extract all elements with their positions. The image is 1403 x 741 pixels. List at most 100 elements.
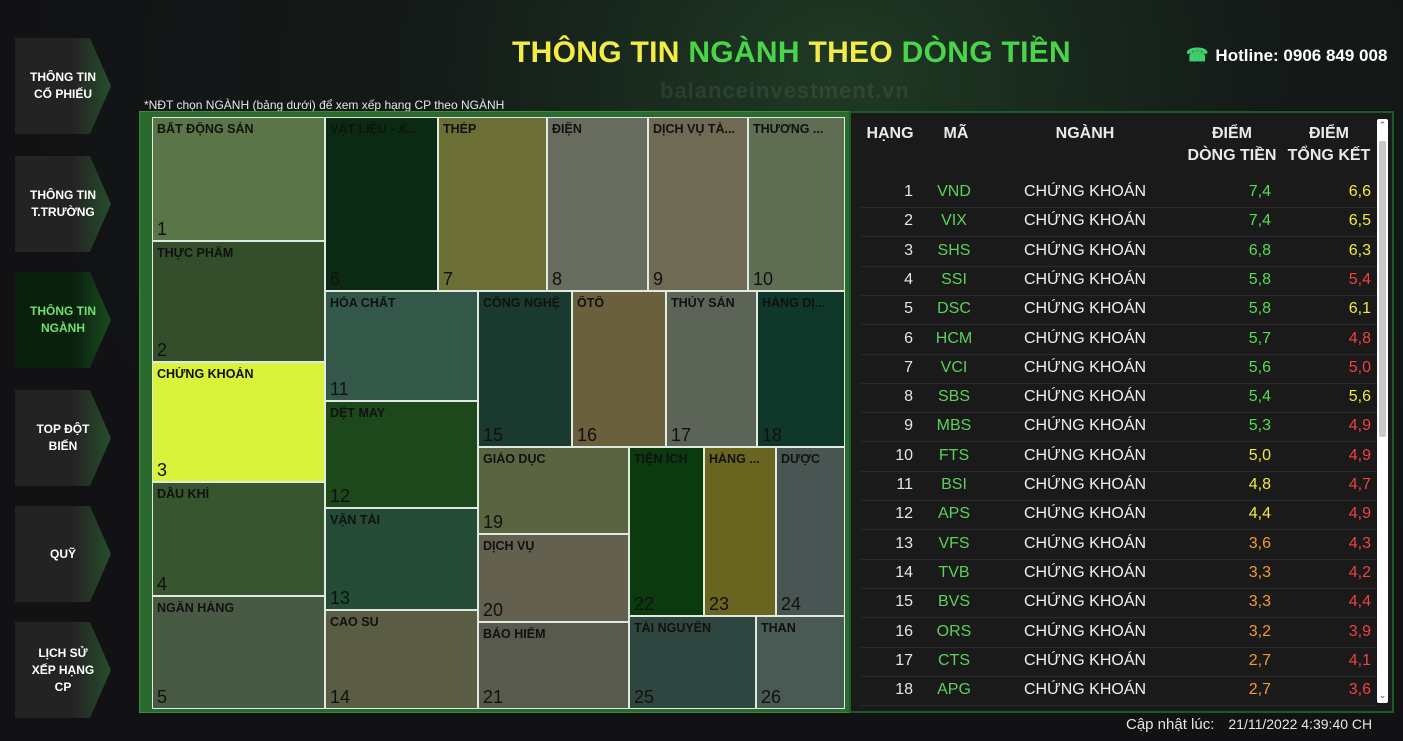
sector-tile[interactable]: DỆT MAY 12	[325, 401, 478, 508]
sector-tile[interactable]: NGÂN HÀNG 5	[152, 596, 325, 709]
hotline[interactable]: ☎ Hotline: 0906 849 008	[1186, 45, 1387, 66]
table-row[interactable]: 7 VCI CHỨNG KHOÁN 5,6 5,0	[861, 355, 1377, 384]
row-sector: CHỨNG KHOÁN	[1023, 593, 1147, 611]
sector-tile[interactable]: DỊCH VỤ 20	[478, 534, 629, 622]
nav-sector-info[interactable]: THÔNG TIN NGÀNH	[15, 272, 111, 368]
row-rank: 18	[895, 681, 913, 699]
row-rank: 2	[904, 212, 913, 230]
sector-tile[interactable]: DỊCH VỤ TÀ... 9	[648, 117, 748, 291]
row-total-score: 6,1	[1348, 300, 1371, 318]
sector-name: VẬT LIỆU - X...	[330, 122, 417, 136]
sector-tile[interactable]: THỰC PHẨM 2	[152, 241, 325, 362]
table-row[interactable]: 11 BSI CHỨNG KHOÁN 4,8 4,7	[861, 472, 1377, 501]
table-row[interactable]: 2 VIX CHỨNG KHOÁN 7,4 6,5	[861, 208, 1377, 238]
nav-stock-info[interactable]: THÔNG TIN CỔ PHIẾU	[15, 38, 111, 134]
row-sector: CHỨNG KHOÁN	[1023, 622, 1147, 640]
row-total-score: 3,6	[1348, 681, 1371, 699]
sector-tile[interactable]: THƯƠNG ... 10	[748, 117, 845, 291]
row-rank: 14	[895, 563, 913, 581]
nav-market-info[interactable]: THÔNG TIN T.TRƯỜNG	[15, 156, 111, 252]
table-row[interactable]: 13 VFS CHỨNG KHOÁN 3,6 4,3	[861, 531, 1377, 560]
sector-tile[interactable]: TIỆN ÍCH 22	[629, 447, 704, 616]
sector-name: CAO SU	[330, 615, 379, 629]
row-sector: CHỨNG KHOÁN	[1023, 212, 1147, 230]
sector-tile[interactable]: THỦY SẢN 17	[666, 291, 757, 447]
row-total-score: 4,7	[1348, 476, 1371, 493]
row-code: SBS	[937, 388, 970, 406]
row-code: APG	[937, 681, 971, 699]
table-row[interactable]: 4 SSI CHỨNG KHOÁN 5,8 5,4	[861, 267, 1377, 296]
table-row[interactable]: 1 VND CHỨNG KHOÁN 7,4 6,6	[861, 179, 1377, 208]
sector-tile[interactable]: BẤT ĐỘNG SẢN 1	[152, 117, 325, 241]
phone-icon: ☎	[1186, 45, 1209, 65]
scroll-thumb[interactable]	[1379, 141, 1386, 437]
sector-tile[interactable]: DƯỢC 24	[776, 447, 845, 616]
sector-name: DẦU KHÍ	[157, 487, 210, 501]
sector-tile[interactable]: CAO SU 14	[325, 610, 478, 709]
row-rank: 1	[904, 183, 913, 200]
table-row[interactable]: 14 TVB CHỨNG KHOÁN 3,3 4,2	[861, 560, 1377, 589]
row-flow-score: 5,8	[1248, 300, 1271, 318]
sector-tile[interactable]: VẬN TẢI 13	[325, 508, 478, 610]
sector-tile[interactable]: HÀNG DỊ... 18	[757, 291, 845, 447]
sector-rank: 2	[157, 340, 168, 360]
sector-tile[interactable]: VẬT LIỆU - X... 6	[325, 117, 438, 291]
watermark: balanceinvestment.vn	[660, 78, 910, 103]
sector-tile[interactable]: BẢO HIỂM 21	[478, 622, 629, 709]
scroll-down-icon[interactable]: ⌄	[1378, 691, 1387, 701]
table-row[interactable]: 3 SHS CHỨNG KHOÁN 6,8 6,3	[861, 238, 1377, 267]
row-sector: CHỨNG KHOÁN	[1023, 505, 1147, 523]
sector-tile[interactable]: CHỨNG KHOÁN 3	[152, 362, 325, 482]
row-rank: 15	[895, 593, 913, 611]
table-row[interactable]: 9 MBS CHỨNG KHOÁN 5,3 4,9	[861, 413, 1377, 443]
sector-rank: 8	[552, 269, 563, 289]
row-flow-score: 3,6	[1248, 534, 1271, 552]
sector-tile[interactable]: THAN 26	[756, 616, 845, 709]
row-code: FTS	[938, 446, 970, 464]
sector-name: ÔTÔ	[577, 296, 605, 310]
row-sector: CHỨNG KHOÁN	[1023, 417, 1147, 435]
table-row[interactable]: 18 APG CHỨNG KHOÁN 2,7 3,6	[861, 677, 1377, 707]
table-header: HẠNG MÃ NGÀNH ĐIỂM DÒNG TIỀN ĐIỂM TỔNG K…	[851, 113, 1379, 177]
sector-tile[interactable]: TÀI NGUYÊN 25	[629, 616, 756, 709]
table-scrollbar[interactable]: ⌃ ⌄	[1377, 119, 1388, 703]
sector-tile[interactable]: HÓA CHẤT 11	[325, 291, 478, 401]
header-line: ĐIỂM	[1212, 125, 1252, 142]
sector-tile[interactable]: GIÁO DỤC 19	[478, 447, 629, 534]
row-sector: CHỨNG KHOÁN	[1023, 446, 1147, 464]
sector-name: DỆT MAY	[330, 406, 386, 420]
sector-tile[interactable]: ĐIỆN 8	[547, 117, 648, 291]
sector-rank: 3	[157, 460, 168, 480]
header-rank: HẠNG	[866, 125, 914, 142]
sector-rank: 22	[634, 594, 655, 614]
row-flow-score: 5,7	[1248, 329, 1271, 347]
nav-funds[interactable]: QUỸ	[15, 506, 111, 602]
nav-top-breakout[interactable]: TOP ĐỘT BIẾN	[15, 390, 111, 486]
table-row[interactable]: 17 CTS CHỨNG KHOÁN 2,7 4,1	[861, 648, 1377, 677]
table-row[interactable]: 8 SBS CHỨNG KHOÁN 5,4 5,6	[861, 384, 1377, 414]
table-row[interactable]: 10 FTS CHỨNG KHOÁN 5,0 4,9	[861, 443, 1377, 472]
row-code: BVS	[937, 593, 970, 611]
row-flow-score: 7,4	[1248, 212, 1271, 230]
nav-ranking-history[interactable]: LỊCH SỬ XẾP HẠNG CP	[15, 622, 111, 718]
sector-tile[interactable]: DẦU KHÍ 4	[152, 482, 325, 596]
sector-name: HÀNG ...	[709, 452, 760, 466]
sector-tile[interactable]: ÔTÔ 16	[572, 291, 666, 447]
table-row[interactable]: 16 ORS CHỨNG KHOÁN 3,2 3,9	[861, 619, 1377, 648]
row-flow-score: 2,7	[1248, 651, 1271, 669]
table-row[interactable]: 15 BVS CHỨNG KHOÁN 3,3 4,4	[861, 589, 1377, 619]
table-row[interactable]: 5 DSC CHỨNG KHOÁN 5,8 6,1	[861, 296, 1377, 326]
sector-tile[interactable]: THÉP 7	[438, 117, 547, 291]
sector-tile[interactable]: HÀNG ... 23	[704, 447, 776, 616]
table-row[interactable]: 6 HCM CHỨNG KHOÁN 5,7 4,8	[861, 326, 1377, 355]
scroll-up-icon[interactable]: ⌃	[1378, 121, 1387, 131]
nav-label: QUỸ	[49, 546, 76, 561]
row-total-score: 6,3	[1348, 241, 1371, 259]
row-total-score: 6,5	[1348, 212, 1371, 230]
sector-tile[interactable]: CÔNG NGHỆ 15	[478, 291, 572, 447]
row-total-score: 4,8	[1348, 329, 1371, 347]
row-flow-score: 5,0	[1248, 446, 1271, 464]
row-code: DSC	[937, 300, 971, 318]
row-code: ORS	[936, 622, 972, 640]
table-row[interactable]: 12 APS CHỨNG KHOÁN 4,4 4,9	[861, 501, 1377, 531]
